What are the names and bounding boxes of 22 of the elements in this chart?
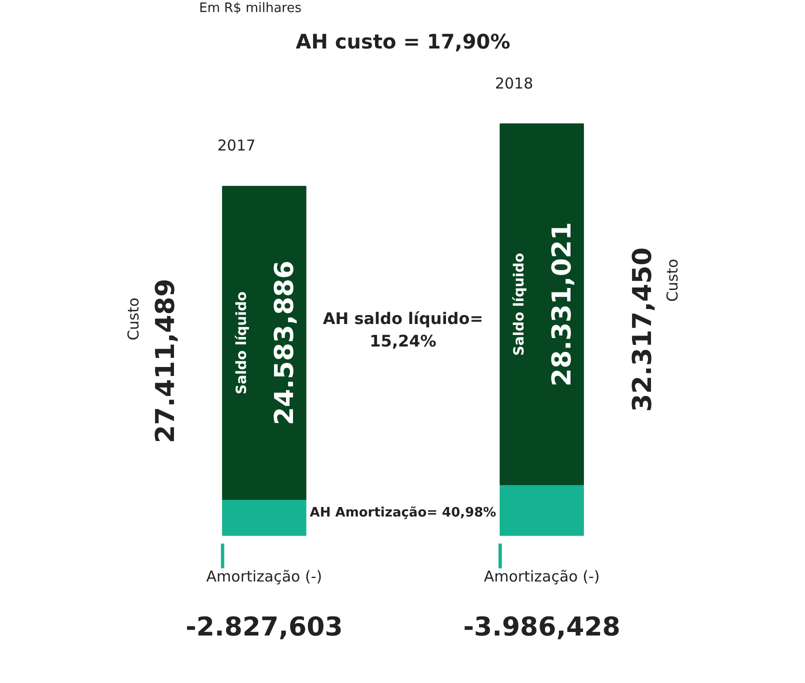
x-tick-label: 2018 [494, 74, 534, 92]
annotation: AH Amortização= 40,98% [310, 505, 496, 520]
text: Saldo líquido [512, 252, 528, 356]
total-label: 32.317,450 [628, 247, 658, 412]
text: Amortização (-) [484, 568, 600, 586]
bar [500, 123, 584, 486]
legend-label: Amortização (-) [206, 568, 322, 586]
bar [222, 498, 306, 536]
x-tick-label: 2017 [217, 136, 256, 155]
total-label: 27.411,489 [150, 278, 181, 444]
data-label: 28.331,021 [548, 222, 578, 387]
data-label: 24.583,886 [270, 260, 300, 426]
bar [500, 484, 584, 536]
text: AH custo = 17,90% [296, 30, 510, 54]
annotation: Custo [124, 298, 143, 340]
text: Em R$ milhares [199, 1, 302, 16]
series-label: Saldo líquido [234, 291, 250, 394]
text: Custo [663, 258, 682, 302]
annotation: AH saldo líquido= 15,24% [322, 308, 484, 351]
text: -3.986,428 [463, 612, 620, 642]
bar [222, 186, 306, 500]
text: -2.827,603 [186, 612, 343, 642]
